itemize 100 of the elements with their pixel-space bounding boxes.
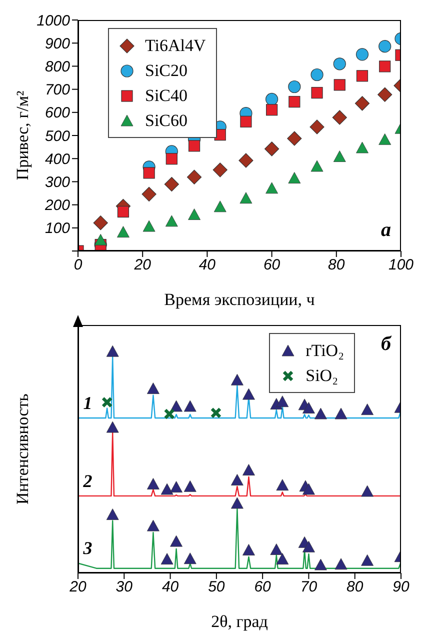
point: [361, 485, 374, 497]
point: [356, 70, 368, 82]
point: [93, 216, 108, 230]
point: [184, 480, 196, 492]
x-tick-label: 20: [68, 578, 87, 596]
point: [314, 558, 327, 570]
point: [94, 234, 107, 246]
point: [242, 388, 255, 400]
y-tick-label: 700: [44, 82, 71, 99]
point: [242, 464, 255, 476]
point: [276, 479, 289, 491]
point: [378, 87, 392, 102]
point: [310, 68, 324, 82]
y-tick-label: 1000: [36, 12, 71, 30]
point: [142, 220, 156, 232]
point: [238, 153, 254, 168]
y-tick-label: 800: [44, 58, 71, 76]
point: [184, 552, 196, 564]
point: [378, 40, 392, 53]
point: [230, 474, 244, 486]
point: [266, 104, 278, 116]
x-tick-label: 40: [198, 256, 216, 274]
point: [164, 176, 179, 192]
point: [170, 400, 182, 412]
point: [310, 120, 324, 134]
point: [106, 345, 119, 357]
y-tick-label: 300: [44, 174, 71, 192]
point: [117, 226, 130, 238]
point: [332, 110, 347, 125]
y-tick-label: 900: [44, 35, 71, 52]
point: [210, 407, 222, 419]
point: [106, 508, 119, 520]
point: [311, 86, 323, 99]
point: [378, 133, 392, 145]
point: [214, 200, 226, 212]
legend-label: Ti6Al4V: [145, 36, 206, 56]
point: [266, 182, 278, 194]
y-tick-label: 400: [44, 150, 71, 168]
point: [230, 497, 244, 509]
annotation: 1: [83, 392, 92, 413]
point: [165, 215, 178, 227]
point: [288, 80, 301, 94]
x-tick-label: 80: [328, 256, 346, 274]
point: [147, 520, 160, 532]
legend-label: SiC40: [145, 86, 188, 106]
x-axis-title: 2θ, град: [211, 612, 268, 631]
point: [147, 382, 160, 394]
point: [106, 421, 119, 433]
point: [240, 116, 252, 128]
point: [142, 186, 156, 202]
x-tick-label: 80: [346, 578, 364, 596]
point: [147, 478, 160, 490]
x-tick-label: 100: [388, 256, 414, 274]
point: [333, 58, 346, 70]
point: [186, 170, 202, 184]
point: [212, 162, 228, 178]
point: [302, 540, 315, 552]
point: [314, 408, 327, 420]
point: [270, 544, 283, 555]
point: [287, 131, 302, 146]
point: [240, 192, 252, 204]
point: [276, 396, 289, 408]
x-tick-label: 50: [208, 578, 226, 596]
point: [354, 96, 370, 111]
point: [242, 544, 255, 556]
point: [143, 167, 155, 179]
y-tick-label: 100: [44, 220, 71, 238]
point: [356, 142, 368, 154]
x-tick-label: 60: [254, 578, 272, 596]
x-axis-title: Время экспозиции, ч: [164, 290, 316, 309]
point: [361, 404, 374, 416]
legend-label: SiC60: [145, 110, 188, 130]
legend-label: rTiO₂: [306, 340, 344, 360]
point: [264, 142, 280, 156]
x-tick-label: 70: [300, 578, 318, 596]
y-axis-title: Привес, г/м²: [13, 90, 32, 180]
point: [164, 408, 175, 420]
y-axis-title: Интенсивность: [13, 393, 32, 504]
point: [166, 153, 178, 165]
point: [117, 206, 130, 218]
point: [302, 483, 315, 495]
point: [334, 558, 348, 570]
point: [101, 396, 113, 408]
x-tick-label: 40: [162, 578, 180, 596]
point: [379, 60, 391, 72]
point: [361, 554, 374, 566]
point: [188, 140, 200, 152]
legend-label: SiO₂: [306, 366, 338, 386]
annotation: а: [381, 219, 391, 242]
point: [333, 150, 346, 162]
point: [160, 553, 174, 564]
point: [334, 408, 348, 420]
point: [310, 160, 324, 172]
point: [288, 172, 301, 184]
point: [356, 48, 369, 61]
x-tick-label: 20: [133, 256, 152, 274]
point: [184, 400, 196, 412]
legend-label: SiC20: [145, 60, 188, 80]
point: [276, 553, 289, 564]
x-tick-label: 60: [263, 256, 281, 274]
